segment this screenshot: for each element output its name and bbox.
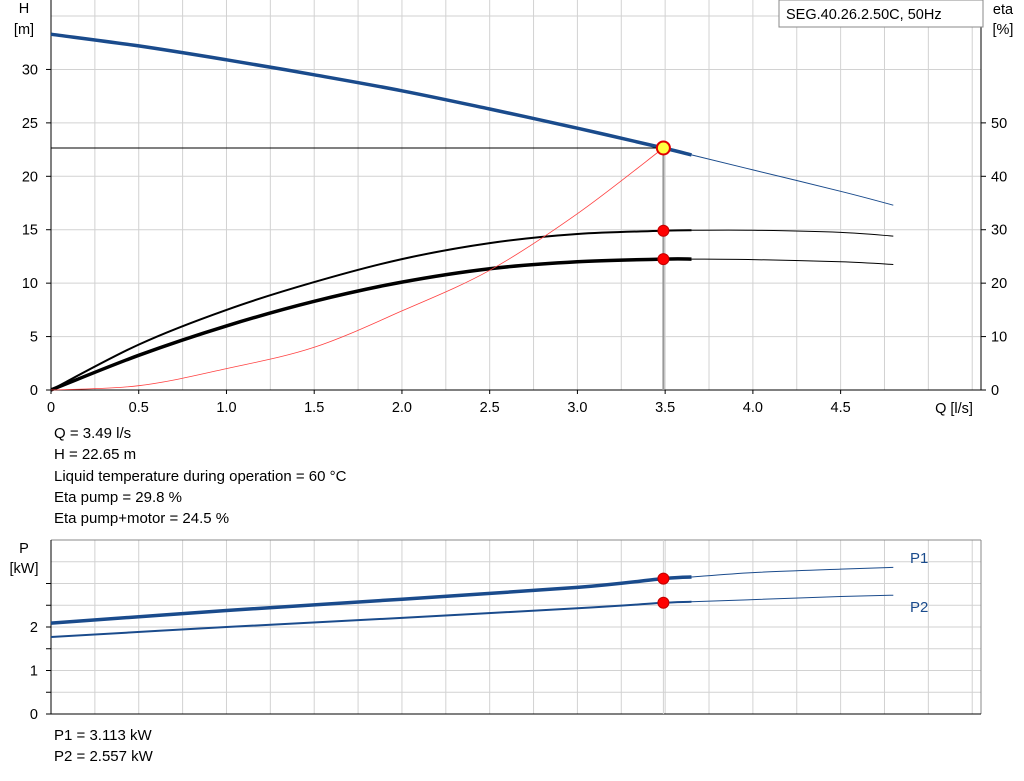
y-left-tick-label: 10	[22, 276, 38, 292]
power-info: P1 = 3.113 kW P2 = 2.557 kW	[54, 725, 153, 768]
upper-series	[50, 32, 894, 392]
x-axis-label: Q [l/s]	[935, 401, 973, 417]
y-right-tick-label: 50	[991, 116, 1007, 132]
y-axis-label-h: H	[19, 1, 29, 17]
x-tick-label: 0.5	[129, 400, 149, 416]
info-eta-pump: Eta pump = 29.8 %	[54, 488, 182, 506]
info-p2: P2 = 2.557 kW	[54, 748, 153, 766]
x-tick-label: 4.5	[831, 400, 851, 416]
eta-total-curve-extension	[691, 258, 894, 265]
y-left-tick-label: 0	[30, 383, 38, 399]
x-tick-label: 4.0	[743, 400, 763, 416]
info-h: H = 22.65 m	[54, 446, 137, 464]
series-label-p1: P1	[910, 550, 928, 567]
lower-tick-labels: 0 1 2	[30, 583, 51, 723]
head-curve-extension	[691, 154, 894, 206]
y-left-tick-label: 20	[22, 169, 38, 185]
y-axis-label-p: P	[19, 541, 29, 557]
x-tick-label: 3.5	[655, 400, 675, 416]
y-left-tick-label: 25	[22, 116, 38, 132]
y-left-tick-label: 15	[22, 223, 38, 239]
y-right-tick-label: 30	[991, 223, 1007, 239]
x-tick-label: 2.0	[392, 400, 412, 416]
power-curve-p2-extension	[691, 594, 894, 603]
y-axis-label-eta-unit: [%]	[993, 22, 1014, 38]
eta-total-curve	[50, 257, 692, 392]
info-p1: P1 = 3.113 kW	[54, 727, 152, 744]
duty-point-p2	[657, 596, 670, 609]
duty-point-eta-total	[657, 253, 670, 266]
y-axis-label-eta: eta	[993, 2, 1014, 18]
chart-title: SEG.40.26.2.50C, 50Hz	[786, 7, 942, 23]
x-tick-label: 1.5	[304, 400, 324, 416]
y-right-tick-label: 10	[991, 330, 1007, 346]
y-left-tick-label: 5	[30, 330, 38, 346]
x-tick-label: 2.5	[480, 400, 500, 416]
power-curve-p1-extension	[691, 566, 894, 578]
x-tick-label: 0	[47, 400, 55, 416]
info-q: Q = 3.49 l/s	[54, 425, 132, 442]
power-curve-p2	[50, 600, 692, 638]
y-power-tick-label: 1	[30, 664, 38, 680]
info-eta-total: Eta pump+motor = 24.5 %	[54, 510, 230, 528]
y-left-tick-label: 30	[22, 62, 38, 78]
lower-series	[50, 540, 894, 714]
series-label-p2: P2	[910, 599, 928, 616]
info-temperature: Liquid temperature during operation = 60…	[54, 467, 347, 485]
upper-grid	[50, 0, 982, 391]
y-right-tick-label: 0	[991, 383, 999, 399]
lower-grid	[50, 539, 982, 715]
duty-point-p1	[657, 572, 670, 585]
y-right-tick-label: 40	[991, 169, 1007, 185]
eta-pump-curve-extension	[691, 229, 894, 237]
duty-point-head	[655, 140, 671, 156]
head-curve	[50, 32, 692, 157]
y-right-tick-label: 20	[991, 276, 1007, 292]
y-power-tick-label: 0	[30, 707, 38, 723]
npsh-curve	[50, 147, 664, 391]
duty-point-eta-pump	[657, 224, 670, 237]
y-power-tick-label: 2	[30, 620, 38, 636]
upper-tick-labels: 0 0.5 1.0 1.5 2.0 2.5 3.0 3.5 4.0 4.5 0 5 10 15 20 25 30…	[22, 62, 1007, 416]
y-axis-label-h-unit: [m]	[14, 22, 34, 38]
title-box	[778, 0, 984, 28]
x-tick-label: 3.0	[567, 400, 587, 416]
x-tick-label: 1.0	[216, 400, 236, 416]
y-axis-label-p-unit: [kW]	[10, 561, 39, 577]
operating-point-info: Q = 3.49 l/s H = 22.65 m Liquid temperat…	[54, 423, 346, 529]
eta-pump-curve	[50, 229, 692, 391]
